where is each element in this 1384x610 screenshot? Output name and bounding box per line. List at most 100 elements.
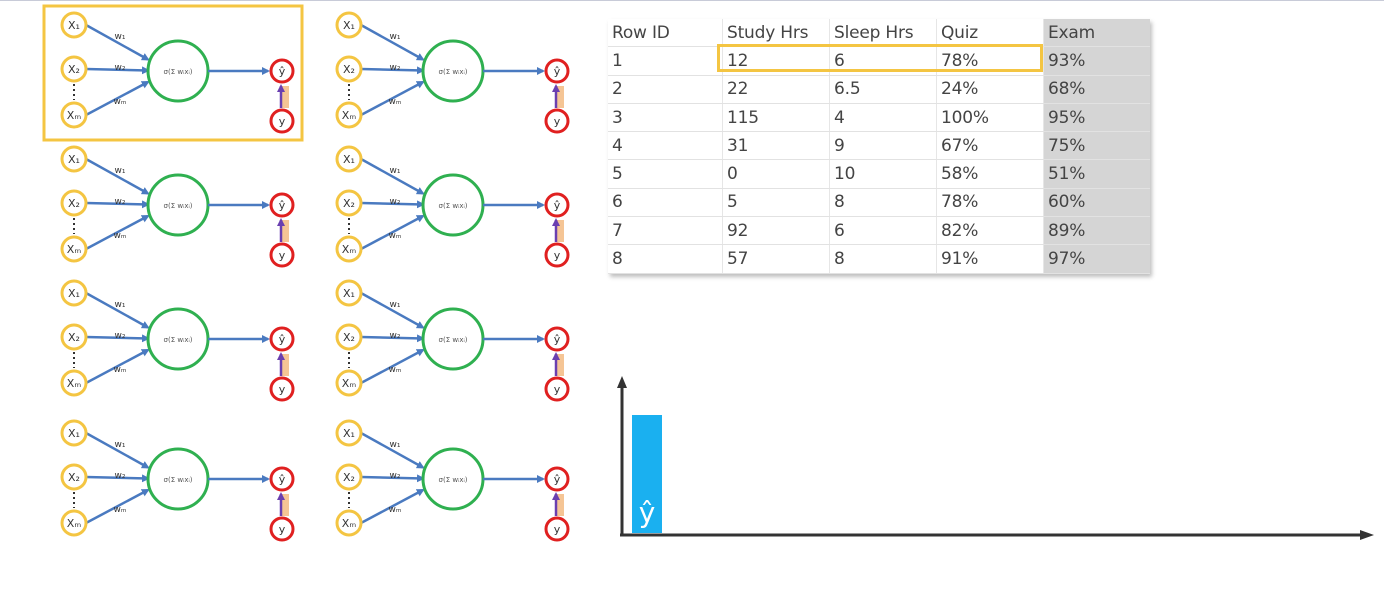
weight-label: w₁: [390, 32, 401, 42]
table-row: 4 31 9 67% 75%: [608, 131, 1150, 161]
table-cell: 31: [722, 131, 830, 161]
input-node: [335, 55, 363, 83]
target-label: y: [554, 523, 561, 536]
input-node: [335, 323, 363, 351]
table-cell: 78%: [936, 188, 1044, 218]
table-cell: 7: [608, 216, 723, 246]
table-cell: 2: [608, 75, 723, 104]
prediction-label: ŷ: [554, 65, 561, 78]
activation-formula: σ(Σ wᵢxᵢ): [439, 68, 468, 76]
weight-connection: [360, 214, 425, 251]
weight-connection: [360, 348, 425, 385]
table-cell: 75%: [1043, 131, 1150, 161]
input-label: X₁: [343, 19, 355, 32]
input-label: Xₘ: [67, 243, 82, 256]
table-cell: 6: [608, 188, 723, 218]
weight-connection: [360, 157, 425, 195]
weight-label: w₁: [115, 440, 126, 450]
input-label: Xₘ: [67, 377, 82, 390]
input-node: [335, 279, 363, 307]
col-header: Row ID: [608, 19, 723, 48]
input-label: X₁: [68, 153, 80, 166]
input-node: [60, 145, 88, 173]
weight-connection: [360, 80, 425, 117]
y-axis-arrow: [617, 376, 627, 388]
table-cell: 5: [722, 188, 830, 218]
window-top-border: [0, 0, 1384, 1]
prediction-node: [269, 58, 295, 84]
input-label: X₂: [68, 471, 80, 484]
prediction-label: ŷ: [554, 199, 561, 212]
weight-connection: [85, 488, 150, 525]
input-label: Xₘ: [342, 517, 357, 530]
weight-label: w₁: [115, 300, 126, 310]
weight-connection: [85, 474, 150, 483]
perceptron: X₁ X₂ Xₘ w₁ w₂ wₘ σ(Σ wᵢxᵢ) ŷ y: [60, 11, 295, 134]
weight-label: w₂: [390, 331, 401, 341]
input-label: X₁: [343, 427, 355, 440]
table-cell: 92: [722, 216, 830, 246]
table-cell: 8: [829, 188, 937, 218]
prediction-node: [544, 466, 570, 492]
weight-label: w₂: [390, 471, 401, 481]
weight-label: w₂: [115, 197, 126, 207]
table-cell: 22: [722, 75, 830, 104]
input-node: [60, 55, 88, 83]
table-cell: 57: [722, 244, 830, 274]
perceptron: X₁ X₂ Xₘ w₁ w₂ wₘ σ(Σ wᵢxᵢ) ŷ y: [60, 419, 295, 542]
prediction-node: [269, 192, 295, 218]
table-cell: 6: [829, 216, 937, 246]
weight-label: wₘ: [114, 365, 127, 375]
input-label: X₁: [68, 427, 80, 440]
target-label: y: [279, 383, 286, 396]
input-node: [60, 235, 88, 263]
perceptron: X₁ X₂ Xₘ w₁ w₂ wₘ σ(Σ wᵢxᵢ) ŷ y: [335, 11, 570, 134]
target-node: [269, 242, 295, 268]
input-node: [335, 101, 363, 129]
weight-label: w₁: [390, 300, 401, 310]
target-node: [544, 242, 570, 268]
target-node: [544, 376, 570, 402]
table-cell: 3: [608, 103, 723, 133]
input-label: X₂: [343, 471, 355, 484]
weight-label: w₂: [390, 63, 401, 73]
input-label: X₂: [68, 331, 80, 344]
table-cell: 4: [829, 103, 937, 133]
table-cell: 97%: [1043, 244, 1150, 274]
table-cell: 1: [608, 46, 723, 76]
input-node: [60, 189, 88, 217]
prediction-bar: [632, 415, 662, 533]
activation-formula: σ(Σ wᵢxᵢ): [164, 336, 193, 344]
table-cell: 89%: [1043, 216, 1150, 246]
prediction-label: ŷ: [554, 333, 561, 346]
weight-connection: [85, 291, 150, 329]
table-row: 3 115 4 100% 95%: [608, 103, 1150, 133]
input-label: X₁: [68, 19, 80, 32]
table-cell: 91%: [936, 244, 1044, 274]
weight-label: wₘ: [389, 97, 402, 107]
prediction-label: ŷ: [279, 199, 286, 212]
weight-label: wₘ: [389, 365, 402, 375]
table-cell: 58%: [936, 159, 1044, 189]
weight-connection: [85, 334, 150, 343]
table-cell: 5: [608, 159, 723, 189]
input-node: [335, 419, 363, 447]
col-header: Study Hrs: [722, 19, 830, 48]
table-cell: 6.5: [829, 75, 937, 104]
table-row: 2 22 6.5 24% 68%: [608, 75, 1150, 104]
target-node: [269, 376, 295, 402]
table-header-row: Row ID Study Hrs Sleep Hrs Quiz Exam: [608, 19, 1150, 48]
input-label: X₁: [343, 153, 355, 166]
input-label: X₂: [343, 197, 355, 210]
weight-connection: [85, 23, 150, 61]
input-label: X₂: [343, 63, 355, 76]
weight-connection: [360, 291, 425, 329]
weight-label: w₂: [115, 331, 126, 341]
activation-formula: σ(Σ wᵢxᵢ): [164, 476, 193, 484]
table-cell: 51%: [1043, 159, 1150, 189]
weight-connection: [85, 214, 150, 251]
table-cell: 0: [722, 159, 830, 189]
prediction-chart: ŷ: [617, 376, 1374, 540]
x-axis-arrow: [1360, 530, 1374, 540]
weight-connection: [360, 23, 425, 61]
